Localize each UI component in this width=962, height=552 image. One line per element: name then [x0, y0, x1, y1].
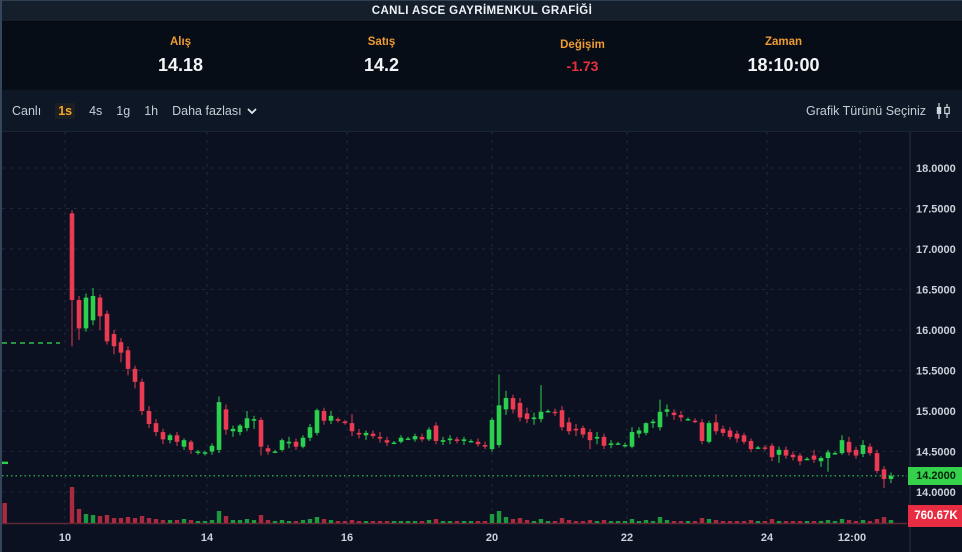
reference-lines [2, 342, 907, 477]
last-price-tag: 14.2000 [908, 466, 962, 485]
interval-canli[interactable]: Canlı [12, 103, 42, 118]
quote-change: Değişim -1.73 [482, 22, 683, 90]
svg-text:24: 24 [761, 532, 774, 544]
svg-text:14: 14 [201, 532, 214, 544]
more-intervals-label: Daha fazlası [172, 103, 242, 118]
change-label: Değişim [560, 38, 605, 51]
svg-text:10: 10 [59, 532, 71, 544]
interval-selector: Canlı 1s 4s 1g 1h Daha fazlası [12, 102, 257, 119]
svg-text:15.5000: 15.5000 [916, 366, 956, 378]
more-intervals-dropdown[interactable]: Daha fazlası [172, 103, 257, 118]
chart-toolbar: Canlı 1s 4s 1g 1h Daha fazlası Grafik Tü… [2, 90, 962, 132]
time-value: 18:10:00 [747, 55, 820, 75]
svg-text:17.0000: 17.0000 [916, 244, 956, 256]
price-chart-canvas[interactable]: 18.0000 17.5000 17.0000 16.5000 16.0000 15.50… [2, 132, 962, 552]
svg-text:15.0000: 15.0000 [916, 406, 956, 418]
volume-bars [2, 487, 894, 523]
svg-text:16.0000: 16.0000 [916, 325, 956, 337]
chart-type-label: Grafik Türünü Seçiniz [806, 103, 926, 118]
chart-area: 18.0000 17.5000 17.0000 16.5000 16.0000 15.50… [2, 132, 962, 552]
quote-bid: Alış 14.18 [80, 22, 281, 90]
bid-label: Alış [169, 36, 192, 48]
candles [2, 210, 894, 488]
interval-1h[interactable]: 1h [144, 103, 159, 118]
svg-text:12:00: 12:00 [838, 532, 866, 544]
quote-panel: Alış 14.18 Satış 14.2 Değişim -1.73 Zama… [2, 22, 962, 90]
svg-text:17.5000: 17.5000 [916, 204, 956, 216]
grid-lines [2, 132, 911, 552]
chevron-down-icon [246, 107, 257, 114]
svg-text:18.0000: 18.0000 [916, 163, 956, 175]
change-value: -1.73 [566, 57, 599, 74]
candlestick-chart-icon [936, 102, 950, 119]
interval-1s[interactable]: 1s [55, 102, 76, 119]
axis-labels: 18.0000 17.5000 17.0000 16.5000 16.0000 15.50… [59, 163, 956, 544]
quote-time: Zaman 18:10:00 [683, 22, 884, 90]
bid-value: 14.18 [157, 55, 204, 75]
ask-label: Satış [367, 36, 396, 48]
quote-ask: Satış 14.2 [281, 22, 482, 90]
interval-1g[interactable]: 1g [116, 103, 131, 118]
page-title: CANLI ASCE GAYRİMENKUL GRAFİĞİ [371, 5, 593, 17]
time-label: Zaman [764, 36, 803, 48]
chart-type-select[interactable]: Grafik Türünü Seçiniz [806, 102, 952, 120]
svg-text:14.0000: 14.0000 [916, 487, 956, 499]
svg-text:16: 16 [341, 532, 353, 544]
title-bar: CANLI ASCE GAYRİMENKUL GRAFİĞİ [2, 0, 962, 22]
svg-text:16.5000: 16.5000 [916, 285, 956, 297]
svg-text:20: 20 [486, 532, 498, 544]
ask-value: 14.2 [363, 55, 400, 75]
svg-text:22: 22 [621, 532, 633, 544]
svg-text:14.5000: 14.5000 [916, 447, 956, 459]
volume-tag: 760.67K [908, 505, 962, 527]
interval-4s[interactable]: 4s [89, 103, 103, 118]
